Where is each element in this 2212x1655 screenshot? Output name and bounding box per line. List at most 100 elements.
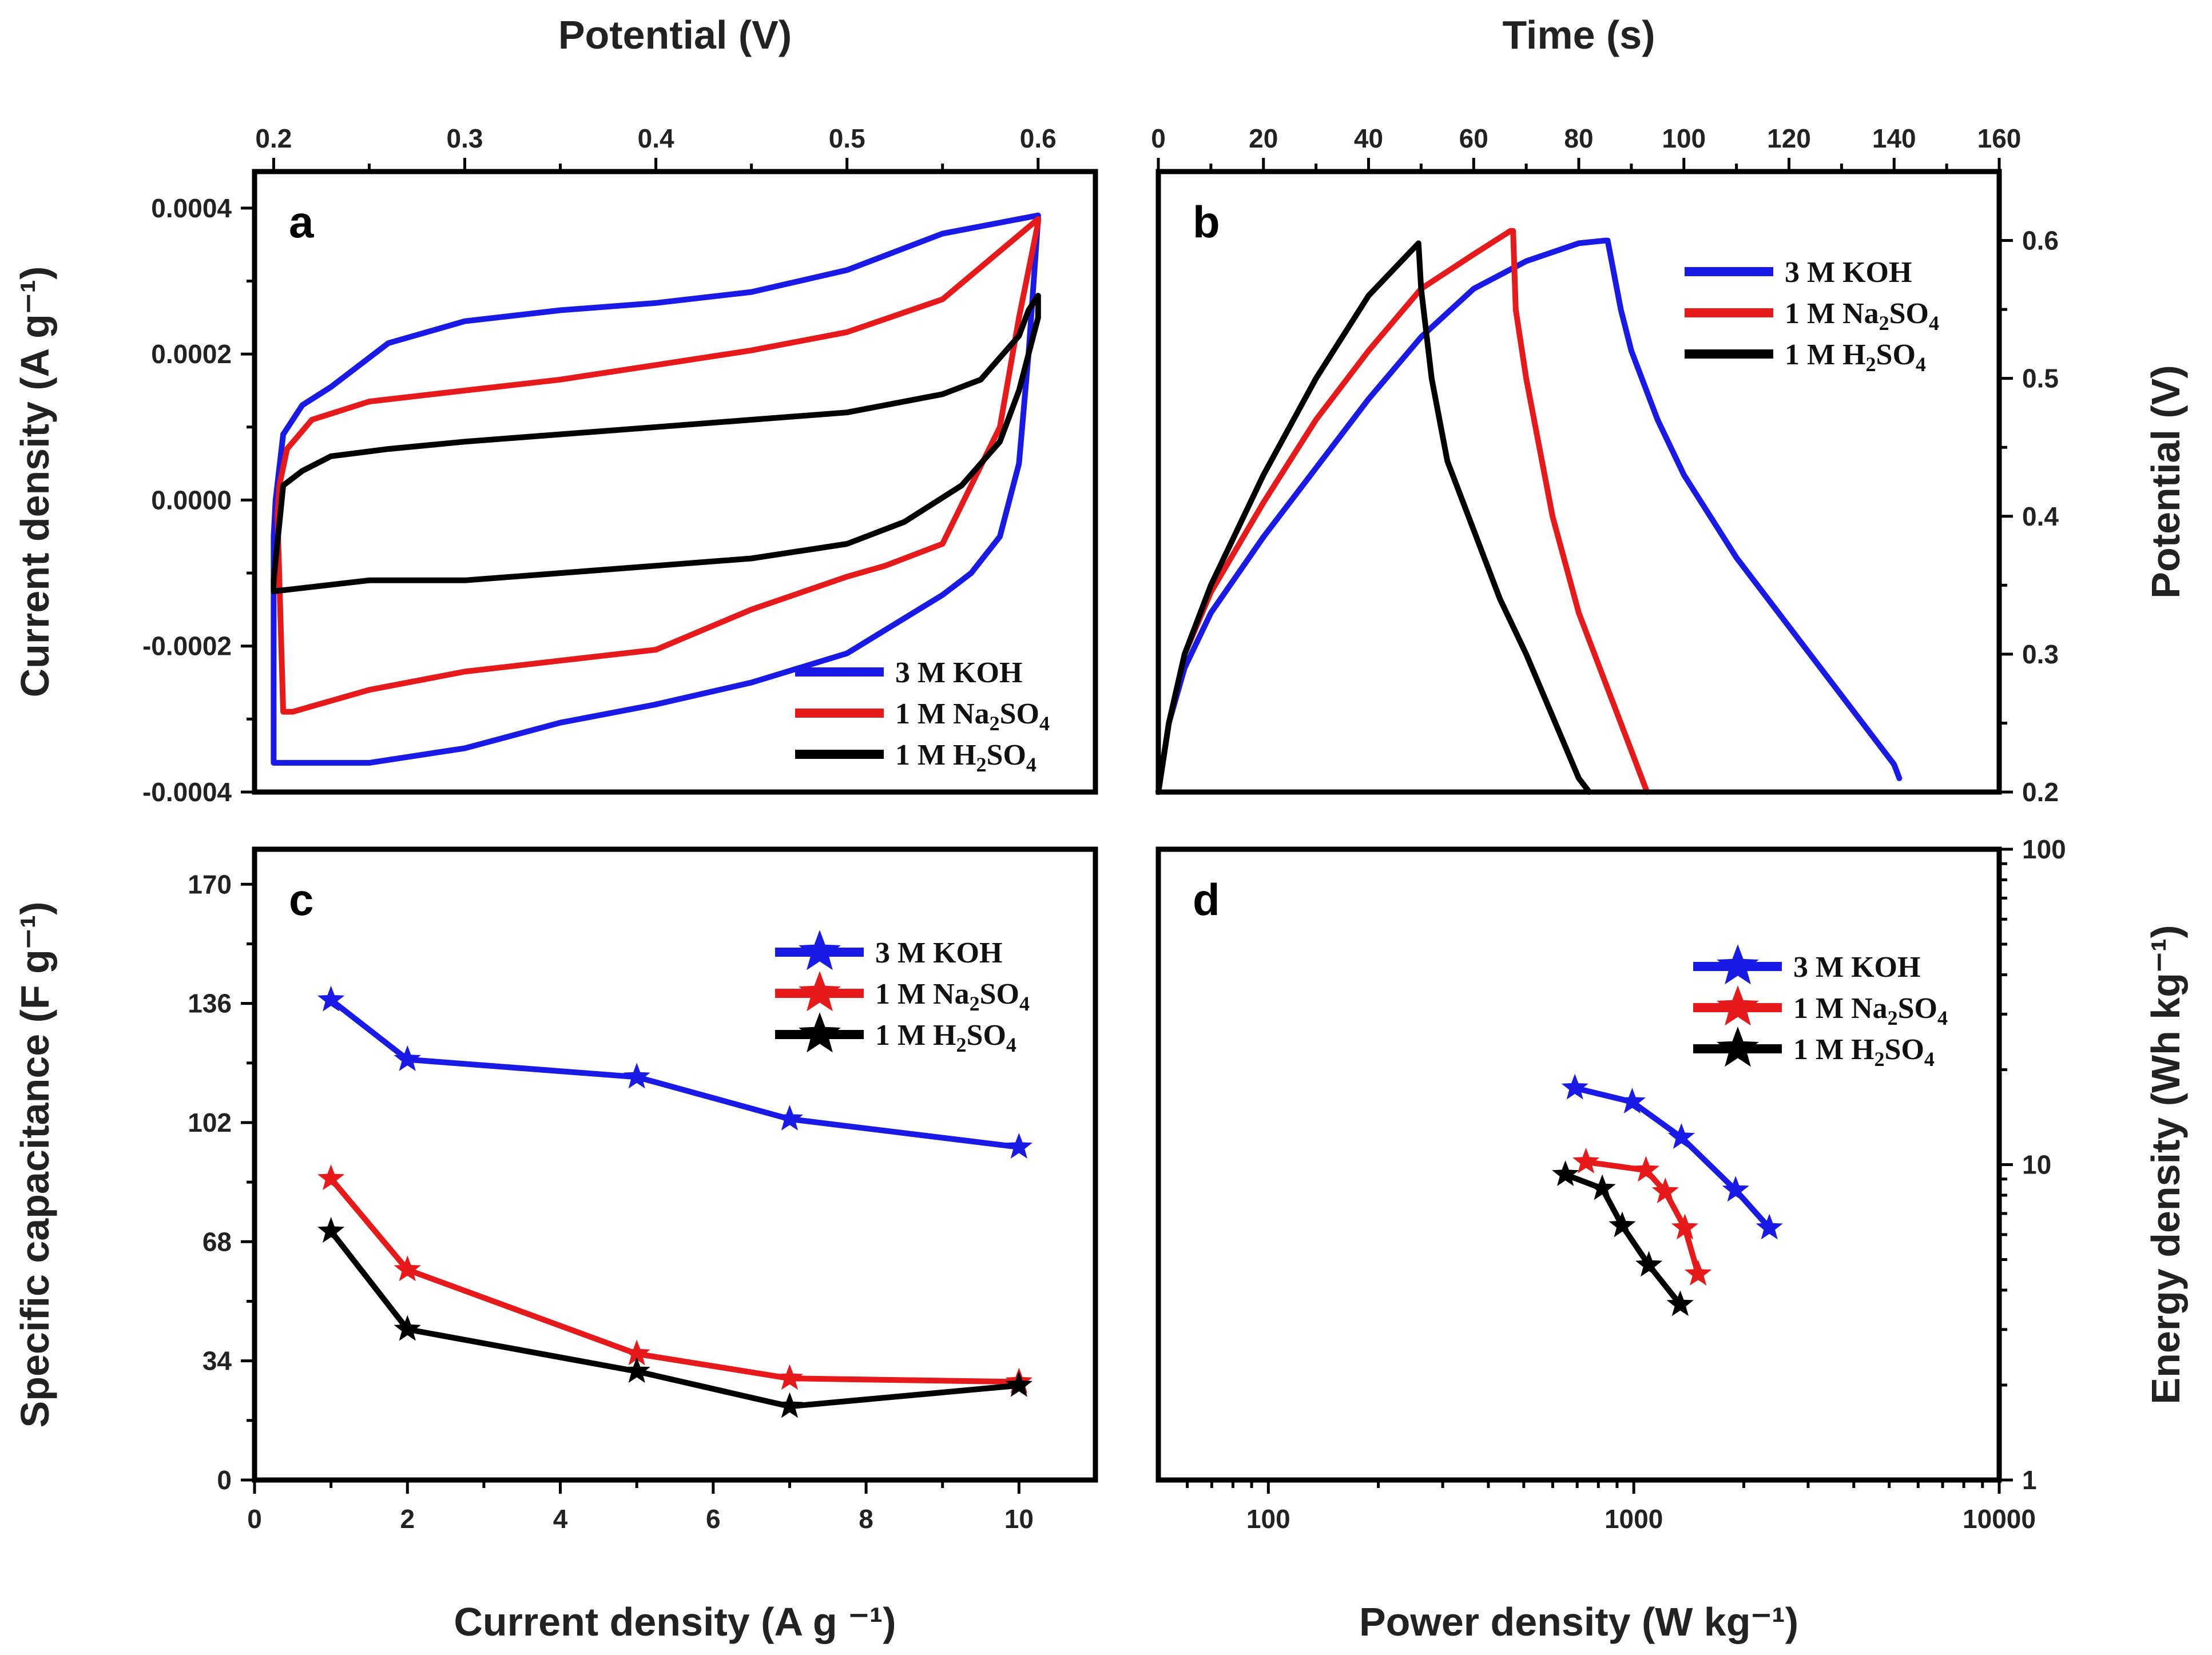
legend-label-part: SO xyxy=(1000,698,1039,730)
legend-label-sub: 2 xyxy=(990,712,1000,735)
plot-frame xyxy=(252,846,1098,1483)
legend-label-part: SO xyxy=(1898,992,1937,1025)
data-point-star xyxy=(776,1104,804,1131)
legend-label-2: 1 M H2SO4 xyxy=(1785,339,1926,376)
data-point-star xyxy=(776,1364,804,1390)
x-tick-label: 0.2 xyxy=(255,124,292,153)
x-tick-label: 8 xyxy=(859,1504,873,1534)
x-axis-title: Potential (V) xyxy=(558,13,792,57)
legend-star-icon xyxy=(799,930,841,970)
x-tick-label: 80 xyxy=(1564,124,1593,153)
x-axis-title: Current density (A g ⁻¹) xyxy=(454,1600,896,1644)
data-point-star xyxy=(1572,1147,1600,1173)
legend-label-part: SO xyxy=(1876,339,1916,371)
legend-label-1: 1 M Na2SO4 xyxy=(1793,992,1948,1029)
legend-label-1: 1 M Na2SO4 xyxy=(1785,297,1939,335)
data-point-star xyxy=(1756,1214,1783,1240)
x-tick-label: 20 xyxy=(1249,124,1278,153)
x-tick-label: 1000 xyxy=(1605,1504,1663,1534)
series-line-2 xyxy=(1155,240,1593,795)
data-point-star xyxy=(394,1045,421,1071)
panel-letter: a xyxy=(289,197,314,247)
legend-label-part: SO xyxy=(967,1019,1006,1052)
data-point-star xyxy=(1618,1088,1646,1113)
y-tick-label: 68 xyxy=(202,1227,232,1256)
legend-label-sub: 4 xyxy=(1019,992,1030,1015)
legend-label-part: 1 M H xyxy=(895,739,976,771)
data-point-star xyxy=(1667,1123,1695,1149)
series-line-1 xyxy=(1155,228,1650,795)
data-point-star xyxy=(317,1164,345,1191)
legend-label-part: 1 M Na xyxy=(1785,297,1879,330)
legend-label-sub: 2 xyxy=(1866,353,1876,376)
legend-label-sub: 2 xyxy=(1875,1048,1885,1071)
legend-label-part: 1 M Na xyxy=(895,698,990,730)
y-axis-title: Current density (A g⁻¹) xyxy=(13,266,57,698)
legend-label-sub: 2 xyxy=(970,992,980,1015)
legend-label-sub: 4 xyxy=(1937,1006,1948,1029)
legend-star-icon xyxy=(799,1012,841,1053)
series-line-2 xyxy=(271,293,1041,594)
data-point-star xyxy=(1722,1176,1749,1202)
x-tick-label: 0.5 xyxy=(829,124,865,153)
legend-label-0: 3 M KOH xyxy=(1785,256,1912,289)
y-axis-title: Potential (V) xyxy=(2143,365,2188,598)
x-tick-label: 100 xyxy=(1662,124,1706,153)
legend-label-part: 1 M H xyxy=(1793,1033,1875,1066)
plot-frame xyxy=(252,169,1098,795)
legend-label-part: 1 M Na xyxy=(875,978,970,1010)
y-axis-title: Specific capacitance (F g⁻¹) xyxy=(13,902,57,1428)
y-tick-label: 0.3 xyxy=(2022,639,2059,669)
x-axis-title: Time (s) xyxy=(1502,13,1655,57)
legend-label-part: 1 M H xyxy=(875,1019,956,1052)
x-tick-label: 40 xyxy=(1354,124,1383,153)
x-tick-label: 0.6 xyxy=(1020,124,1057,153)
legend-label-part: 3 M KOH xyxy=(875,937,1002,969)
legend-label-sub: 2 xyxy=(956,1033,967,1056)
series-line-0 xyxy=(1155,237,1903,795)
legend-label-part: SO xyxy=(1885,1033,1924,1066)
y-tick-label: 0.0000 xyxy=(151,485,232,515)
data-point-star xyxy=(1666,1290,1694,1316)
legend-label-part: SO xyxy=(987,739,1026,771)
x-tick-label: 0.3 xyxy=(447,124,483,153)
legend-label-part: SO xyxy=(1889,297,1929,330)
data-point-star xyxy=(1551,1160,1579,1187)
legend-label-2: 1 M H2SO4 xyxy=(895,739,1036,776)
y-tick-label: 0.0002 xyxy=(151,339,232,369)
legend-star-icon xyxy=(1717,985,1759,1026)
y-tick-label: 0.2 xyxy=(2022,777,2059,807)
y-tick-label: -0.0004 xyxy=(142,777,232,807)
panel-b: 0 20 40 60 80 100 120 140 160 0.2 0.3 0.4 0.5 0.6 Time… xyxy=(1151,13,2188,807)
y-tick-label: 1 xyxy=(2022,1465,2037,1495)
data-point-star xyxy=(1561,1073,1588,1100)
y-tick-label: 100 xyxy=(2022,834,2066,864)
x-tick-label: 0 xyxy=(1151,124,1166,153)
legend-label-part: 1 M Na xyxy=(1793,992,1888,1025)
legend-label-sub: 4 xyxy=(1006,1033,1016,1056)
legend-label-2: 1 M H2SO4 xyxy=(1793,1033,1935,1071)
legend-label-part: 3 M KOH xyxy=(1785,256,1912,289)
legend-label-part: 1 M H xyxy=(1785,339,1866,371)
legend-label-sub: 4 xyxy=(1929,312,1939,335)
data-point-star xyxy=(394,1315,421,1341)
legend-label-sub: 2 xyxy=(1879,312,1889,335)
legend-label-0: 3 M KOH xyxy=(1793,951,1920,984)
data-point-star xyxy=(394,1255,421,1282)
x-tick-label: 0 xyxy=(247,1504,262,1534)
data-point-star xyxy=(1005,1371,1033,1397)
data-point-star xyxy=(1651,1177,1679,1204)
x-tick-label: 60 xyxy=(1459,124,1488,153)
x-tick-label: 10000 xyxy=(1963,1504,2036,1534)
legend-label-2: 1 M H2SO4 xyxy=(875,1019,1016,1056)
legend-star-icon xyxy=(1717,1027,1759,1067)
data-point-star xyxy=(1588,1174,1616,1200)
panel-a: 0.2 0.3 0.4 0.5 0.6 -0.0004 -0.0002 0.0000 0.000… xyxy=(13,13,1098,807)
panel-letter: d xyxy=(1193,874,1220,925)
data-point-star xyxy=(623,1357,650,1383)
panel-letter: b xyxy=(1193,197,1220,247)
